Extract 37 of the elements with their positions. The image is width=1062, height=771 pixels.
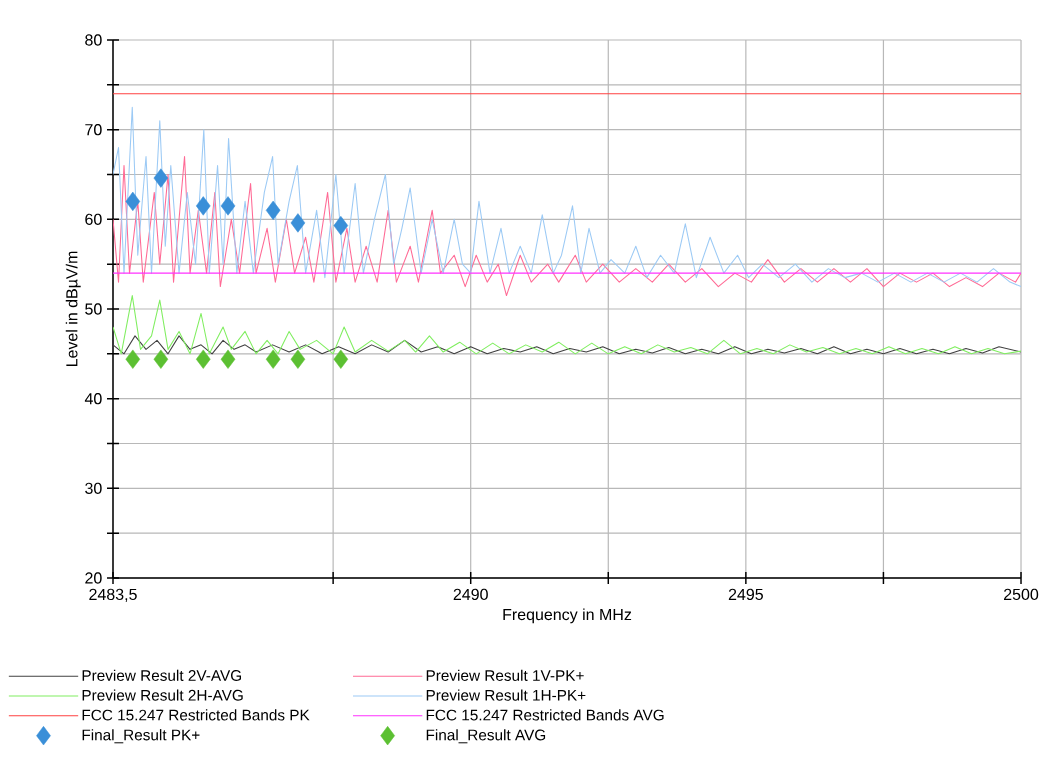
x-axis-title: Frequency in MHz	[503, 608, 632, 624]
x-tick-label: 2495	[728, 588, 763, 601]
point	[333, 349, 349, 369]
line-series	[113, 106, 1022, 288]
point	[153, 349, 169, 369]
y-tick-label: 20	[85, 572, 102, 584]
x-tick-label: 2500	[1004, 588, 1039, 601]
legend-label: Preview Result 2H-AVG	[82, 689, 243, 701]
y-tick-label: 50	[85, 303, 102, 315]
y-tick-label: 30	[85, 482, 102, 494]
point	[265, 200, 281, 220]
point	[195, 196, 211, 216]
point	[153, 168, 169, 188]
point	[290, 213, 306, 233]
y-tick-label: 60	[85, 213, 102, 225]
point	[220, 196, 236, 216]
legend-label: Preview Result 2V-AVG	[82, 669, 241, 681]
legend-label: Preview Result 1H-PK+	[426, 689, 586, 701]
point	[220, 349, 236, 369]
point	[125, 349, 141, 369]
y-tick-label: 80	[85, 34, 102, 46]
point	[265, 349, 281, 369]
x-tick-label: 2483,5	[89, 588, 137, 602]
y-tick-label: 70	[85, 124, 102, 136]
point	[125, 191, 141, 212]
y-axis-title: Level in dBµV/m	[65, 251, 81, 367]
point	[333, 216, 349, 236]
legend-label: FCC 15.247 Restricted Bands PK	[82, 709, 310, 721]
legend-label: Final_Result PK+	[82, 729, 200, 744]
point	[290, 349, 306, 369]
point	[195, 349, 211, 369]
legend-label: FCC 15.247 Restricted Bands AVG	[426, 709, 664, 721]
line-series	[113, 156, 1022, 297]
x-tick-label: 2490	[453, 588, 488, 601]
y-tick-label: 40	[84, 393, 102, 405]
legend-label: Final_Result AVG	[426, 729, 546, 744]
legend-label: Preview Result 1V-PK+	[426, 669, 584, 681]
